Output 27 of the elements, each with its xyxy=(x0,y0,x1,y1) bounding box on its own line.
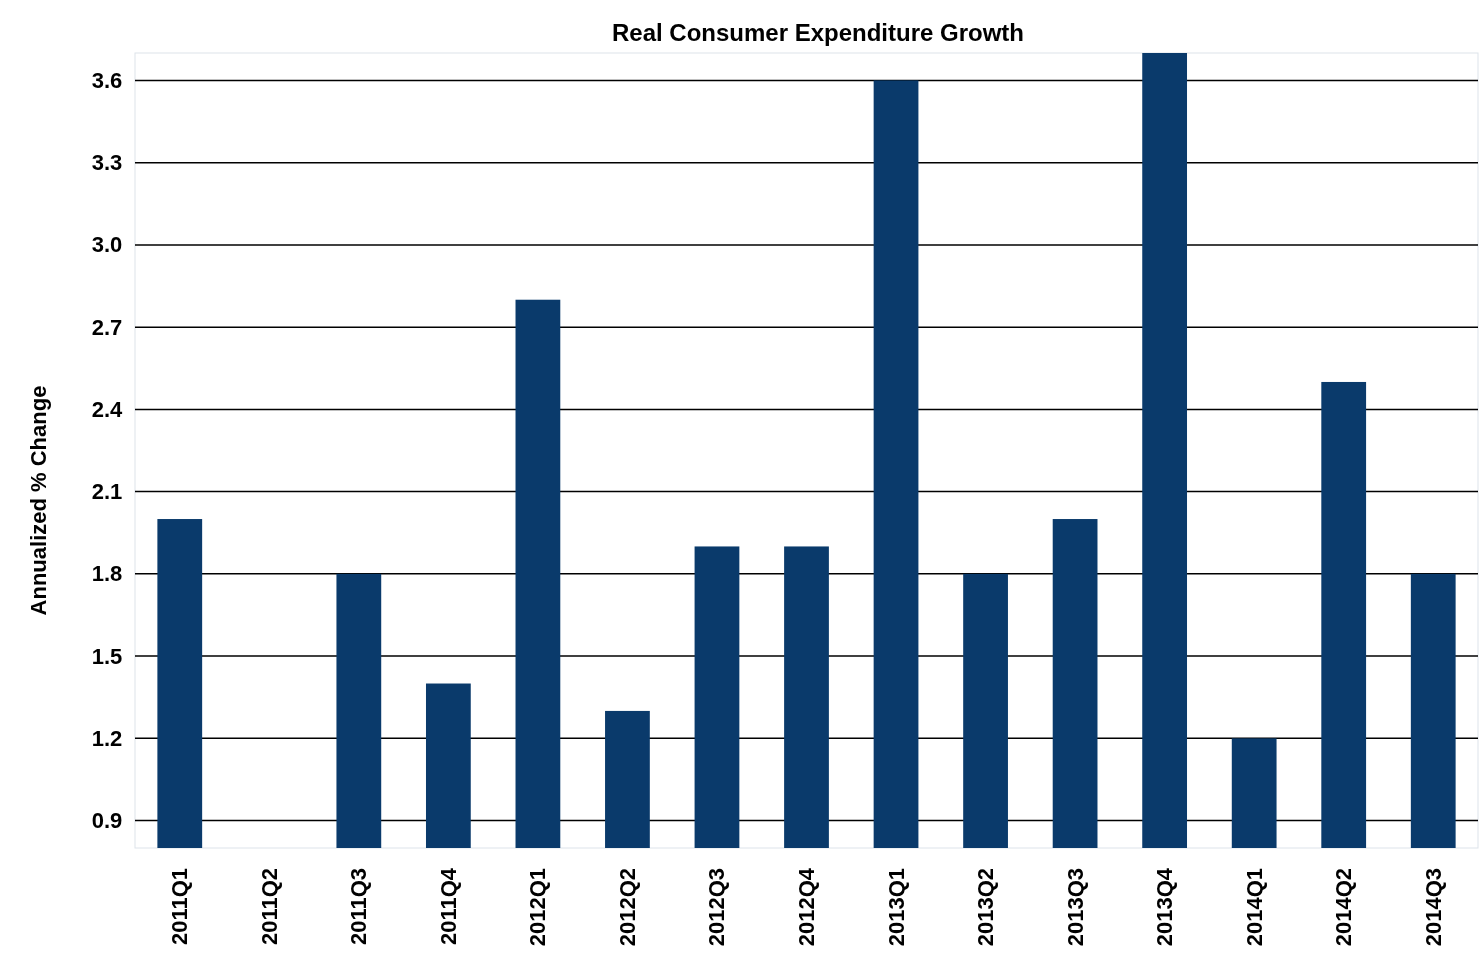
y-tick-label: 3.6 xyxy=(91,67,123,93)
x-tick-label: 2013Q4 xyxy=(1152,867,1178,947)
y-tick-label: 2.7 xyxy=(91,314,123,340)
x-tick-label: 2014Q1 xyxy=(1241,868,1267,947)
x-tick-label: 2014Q3 xyxy=(1420,868,1446,947)
y-axis-title: Annualized % Change xyxy=(25,385,51,616)
y-tick-label: 2.1 xyxy=(91,479,123,505)
x-tick-label: 2011Q2 xyxy=(256,868,282,946)
x-tick-label: 2011Q3 xyxy=(346,868,372,946)
x-tick-label: 2013Q2 xyxy=(973,868,999,947)
y-tick-label: 1.8 xyxy=(91,561,123,587)
y-tick-label: 3.0 xyxy=(91,232,123,258)
x-tick-label: 2014Q2 xyxy=(1331,868,1357,947)
x-tick-label: 2013Q1 xyxy=(883,868,909,947)
x-tick-label: 2011Q4 xyxy=(435,867,461,946)
y-tick-label: 0.9 xyxy=(91,808,123,834)
x-tick-label: 2012Q1 xyxy=(525,868,551,947)
y-tick-label: 1.5 xyxy=(91,643,123,669)
y-tick-label: 1.2 xyxy=(91,725,123,751)
x-tick-label: 2012Q2 xyxy=(614,868,640,947)
y-tick-label: 2.4 xyxy=(91,396,124,422)
x-tick-label: 2012Q3 xyxy=(704,868,730,947)
chart-title: Real Consumer Expenditure Growth xyxy=(611,18,1025,46)
y-tick-label: 3.3 xyxy=(91,150,123,176)
x-tick-label: 2013Q3 xyxy=(1062,868,1088,947)
x-tick-label: 2012Q4 xyxy=(794,867,819,947)
x-tick-label: 2011Q1 xyxy=(167,868,193,946)
